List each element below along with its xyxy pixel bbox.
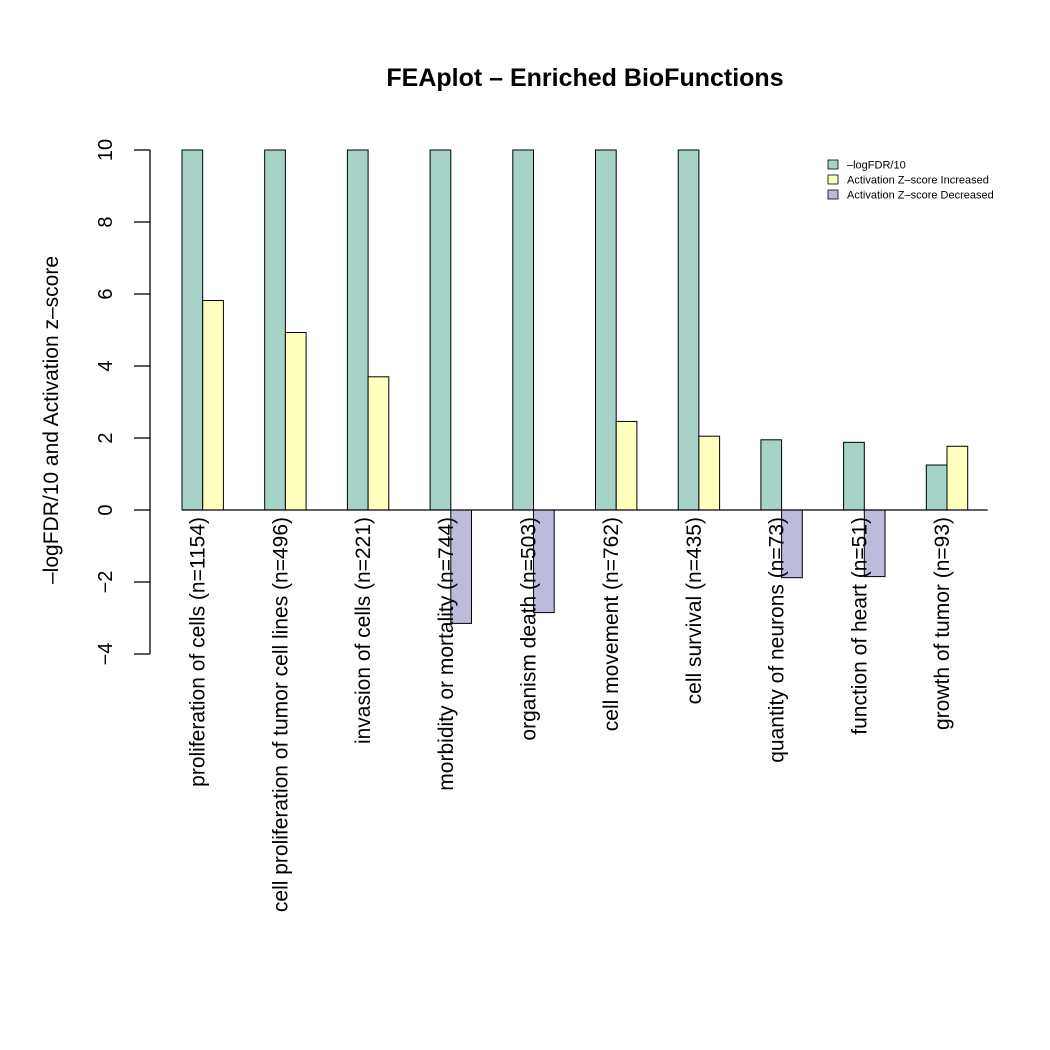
y-tick-label: 2 — [95, 432, 117, 443]
category-label: organism death (n=503) — [518, 517, 541, 741]
bars — [181, 149, 969, 624]
category-label: cell movement (n=762) — [600, 517, 623, 731]
category-label: cell proliferation of tumor cell lines (… — [269, 517, 292, 912]
bar — [181, 149, 204, 511]
category-label: invasion of cells (n=221) — [352, 517, 375, 744]
y-axis: −4 −2 0 2 4 6 8 10 — [95, 139, 151, 666]
bar — [946, 445, 969, 511]
bar — [615, 420, 638, 511]
category-labels: proliferation of cells (n=1154) cell prol… — [187, 517, 954, 912]
y-tick-label: 6 — [95, 288, 117, 299]
bar — [925, 464, 948, 511]
y-tick-label: 4 — [95, 360, 117, 371]
category-label: quantity of neurons (n=73) — [766, 517, 789, 763]
category-label: cell survival (n=435) — [683, 517, 706, 704]
bar — [698, 435, 721, 511]
y-tick-label: 0 — [95, 504, 117, 515]
bar — [429, 149, 452, 511]
legend-swatch — [827, 174, 839, 185]
y-tick-label: 8 — [95, 216, 117, 227]
y-tick-label: 10 — [95, 139, 117, 161]
bar — [512, 149, 534, 511]
y-tick-label: −2 — [95, 571, 117, 594]
legend-swatch — [827, 159, 839, 170]
legend-label: Activation Z–score Increased — [847, 175, 989, 187]
bar — [346, 149, 369, 511]
bar — [202, 299, 224, 511]
bar — [284, 332, 307, 511]
legend-swatch — [827, 189, 839, 200]
y-axis-label: –logFDR/10 and Activation z–score — [40, 256, 63, 584]
bar — [264, 149, 286, 511]
bar — [595, 149, 617, 511]
bar — [843, 441, 865, 511]
bar — [677, 149, 700, 511]
legend-label: Activation Z–score Decreased — [847, 190, 994, 202]
category-label: proliferation of cells (n=1154) — [187, 517, 210, 787]
legend-label: –logFDR/10 — [847, 160, 906, 172]
category-label: morbidity or mortality (n=744) — [435, 517, 458, 791]
y-tick-label: −4 — [95, 643, 117, 666]
legend: –logFDR/10 Activation Z–score Increased Ac… — [827, 159, 994, 202]
category-label: growth of tumor (n=93) — [931, 517, 954, 730]
category-label: function of heart (n=51) — [848, 517, 871, 735]
bar — [367, 376, 390, 511]
chart-title: FEAplot – Enriched BioFunctions — [386, 64, 783, 92]
bar — [760, 439, 783, 511]
